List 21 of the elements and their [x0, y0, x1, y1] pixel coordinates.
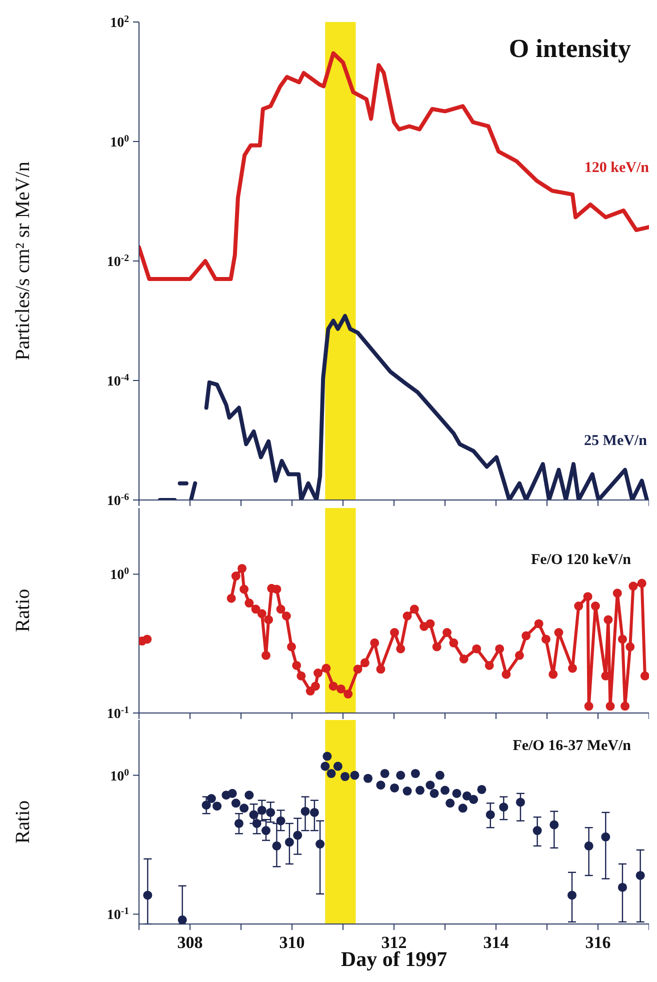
y-tick-label: 10$^{0}$	[110, 766, 130, 784]
x-tick-label: 314	[483, 933, 510, 952]
y-tick-label: 10$^{0}$	[110, 133, 130, 150]
text: Fe/O 16-37 MeV/n	[512, 738, 631, 755]
y-tick-label: 10$^{2}$	[110, 14, 130, 31]
y-tick-label: 10$^{-2}$	[106, 252, 130, 270]
text: O intensity	[508, 34, 631, 64]
y-tick-label: 10$^{-1}$	[106, 704, 130, 722]
x-tick-label: 310	[279, 933, 305, 952]
y-tick-label: 10$^{-6}$	[106, 492, 130, 509]
x-tick-label: 308	[177, 933, 203, 952]
y-axis-title: Ratio	[12, 588, 34, 632]
y-tick-label: 10$^{0}$	[110, 566, 130, 584]
y-tick-label: 10$^{-4}$	[106, 372, 130, 390]
series-label: 120 keV/n	[584, 160, 650, 176]
y-axis-title: Particles/s cm² sr MeV/n	[12, 162, 34, 360]
x-tick-label: 316	[585, 933, 611, 952]
y-tick-label: 10$^{-1}$	[106, 906, 130, 924]
y-axis-title: Ratio	[12, 800, 34, 844]
text: Fe/O 120 keV/n	[531, 552, 631, 569]
series-label: 25 MeV/n	[584, 433, 648, 449]
